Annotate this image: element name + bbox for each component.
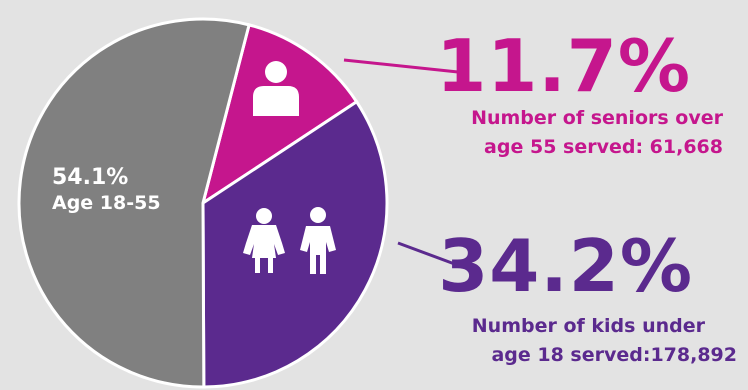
seniors-leader-line (343, 58, 459, 74)
adults-percentage: 54.1% (52, 165, 129, 190)
seniors-percentage: 11.7% (436, 24, 691, 108)
pie-slice-adults (17, 17, 251, 389)
seniors-description-line1: Number of seniors over (471, 107, 723, 129)
kids-description-line2: age 18 served:178,892 (491, 344, 737, 366)
seniors-description: Number of seniors over age 55 served: 61… (471, 104, 723, 162)
kids-description: Number of kids under age 18 served:178,8… (472, 312, 737, 370)
adults-age-range: Age 18-55 (52, 192, 161, 214)
adults-label: 54.1% Age 18-55 (52, 165, 161, 215)
kids-description-line1: Number of kids under (471, 315, 705, 337)
children-icon (243, 207, 336, 274)
kids-leader-line (397, 241, 461, 268)
seniors-description-line2: age 55 served: 61,668 (484, 136, 723, 158)
kids-percentage: 34.2% (438, 224, 693, 308)
pie-slice-kids (201, 99, 389, 389)
person-icon (253, 61, 299, 116)
pie-slices (17, 17, 389, 389)
